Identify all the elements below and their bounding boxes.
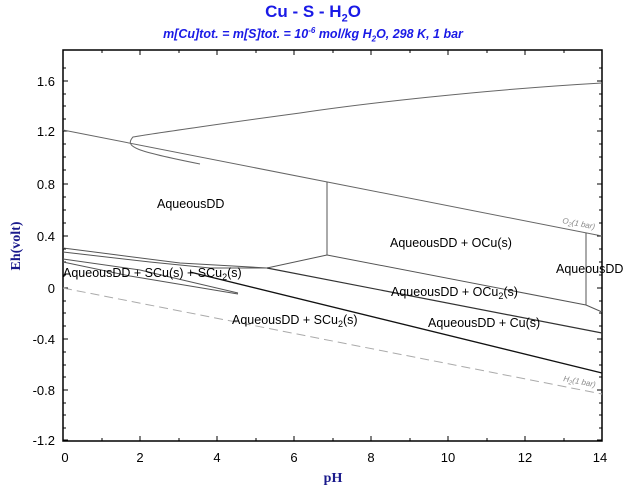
x-tick-2: 2 (136, 450, 143, 465)
y-tick-0.4: 0.4 (37, 229, 55, 244)
region-label-scu-scu2: AqueousDD + SCu(s) + SCu2(s) (63, 266, 242, 282)
region-label-aqueous-right: AqueousDD (556, 262, 623, 276)
o2-reference-line (62, 129, 603, 237)
subtitle-part-a: m[Cu]tot. = m[S]tot. = 10 (163, 27, 309, 42)
region-label-ocu2: AqueousDD + OCu2(s) (391, 285, 518, 301)
ocu-ocu2-boundary (326, 254, 603, 313)
x-axis-title: pH (324, 471, 343, 486)
y-tick-neg1.2: -1.2 (33, 433, 55, 448)
scu-mid-boundary (62, 251, 267, 269)
chart-subtitle: m[Cu]tot. = m[S]tot. = 10-6 mol/kg H2O, … (0, 26, 626, 44)
y-axis-title: Eh(volt) (9, 221, 24, 270)
upper-oxidized-curve (129, 82, 603, 165)
y-axis-ticks (63, 67, 602, 441)
x-tick-4: 4 (213, 450, 220, 465)
x-tick-labels: 0 2 4 6 8 10 12 14 (61, 450, 607, 465)
cu-lower-boundary (189, 271, 603, 374)
x-tick-8: 8 (367, 450, 374, 465)
region-label-scu2: AqueousDD + SCu2(s) (232, 313, 358, 329)
subtitle-exponent: -6 (308, 26, 316, 35)
y-tick-neg0.8: -0.8 (33, 383, 55, 398)
subtitle-subscript: 2 (371, 34, 377, 44)
subtitle-part-c: O, 298 K, 1 bar (376, 27, 463, 42)
y-tick-neg0.4: -0.4 (33, 332, 55, 347)
y-tick-0: 0 (48, 281, 55, 296)
x-tick-0: 0 (61, 450, 68, 465)
x-tick-14: 14 (593, 450, 607, 465)
y-tick-labels: 1.6 1.2 0.8 0.4 0 -0.4 -0.8 -1.2 (33, 74, 55, 448)
x-tick-6: 6 (290, 450, 297, 465)
x-tick-12: 12 (518, 450, 532, 465)
wedge-upper (62, 258, 239, 294)
region-label-cu: AqueousDD + Cu(s) (428, 316, 540, 330)
o2-line-label: O2(1 bar) (561, 216, 596, 233)
y-tick-0.8: 0.8 (37, 177, 55, 192)
wedge-lower (62, 261, 239, 295)
chart-title: Cu - S - H2O (0, 2, 626, 24)
region-label-ocu: AqueousDD + OCu(s) (390, 236, 512, 250)
h2-line-label: H2(1 bar) (562, 374, 597, 391)
x-tick-10: 10 (441, 450, 455, 465)
y-tick-1.2: 1.2 (37, 124, 55, 139)
title-subscript: 2 (341, 12, 348, 25)
y-tick-1.6: 1.6 (37, 74, 55, 89)
scu2-ocu2-boundary (266, 267, 603, 334)
subtitle-part-b: mol/kg H (315, 27, 372, 42)
region-label-aqueous-upper: AqueousDD (157, 197, 224, 211)
h2-reference-line (62, 287, 603, 395)
x-axis-ticks (101, 50, 565, 441)
title-prefix: Cu - S - H (265, 2, 342, 21)
scu-upper-boundary (62, 247, 328, 269)
title-suffix: O (347, 2, 361, 21)
